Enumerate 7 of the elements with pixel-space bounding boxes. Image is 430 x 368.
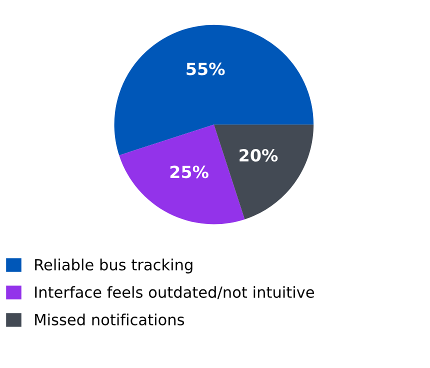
pie-slice	[214, 124, 314, 220]
legend-label: Interface feels outdated/not intuitive	[35, 286, 314, 300]
data-label: 25%	[170, 166, 208, 178]
data-label: 55%	[186, 62, 225, 76]
data-label: 20%	[240, 149, 278, 162]
legend-label: Missed notifications	[35, 314, 184, 326]
legend-label: Reliable bus tracking	[35, 258, 192, 274]
